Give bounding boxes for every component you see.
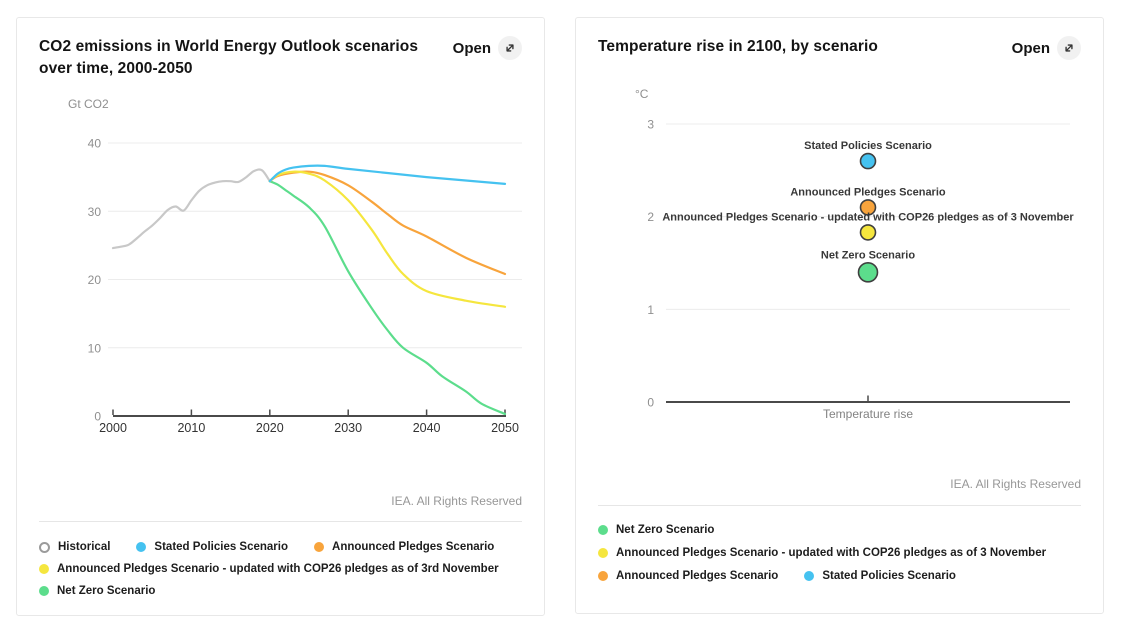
x-tick-label: 2030 bbox=[334, 421, 362, 435]
legend-label: Stated Policies Scenario bbox=[154, 541, 289, 554]
legend-label: Announced Pledges Scenario bbox=[332, 541, 495, 554]
legend-label: Historical bbox=[58, 541, 111, 554]
temperature-rise-chart-card: Temperature rise in 2100, by scenario Op… bbox=[575, 17, 1104, 614]
point-label-announced-pledges-scenario-updated-with-cop26-pl: Announced Pledges Scenario - updated wit… bbox=[662, 211, 1074, 223]
y-tick-label: 40 bbox=[88, 137, 102, 151]
series-line-net-zero-scenario[interactable] bbox=[268, 180, 507, 416]
legend-row: Historical Stated Policies Scenario Announ… bbox=[39, 539, 522, 555]
legend-marker bbox=[598, 548, 608, 558]
legend-label: Net Zero Scenario bbox=[616, 524, 715, 536]
legend-marker bbox=[598, 571, 608, 581]
legend-item-announced-pledges-scenario-updated-with-cop26-pl[interactable]: Announced Pledges Scenario - updated wit… bbox=[598, 547, 1046, 559]
legend-row: Net Zero Scenario bbox=[598, 522, 1081, 538]
legend-marker bbox=[39, 564, 49, 575]
x-axis-label: Temperature rise bbox=[823, 407, 913, 421]
series-line-announced-pledges-scenario[interactable] bbox=[268, 170, 507, 276]
data-point-stated-policies-scenario[interactable] bbox=[859, 152, 877, 170]
y-tick-label: 20 bbox=[88, 273, 102, 287]
data-point-announced-pledges-scenario[interactable] bbox=[859, 199, 877, 216]
copyright-note: IEA. All Rights Reserved bbox=[950, 477, 1081, 491]
chart-title: Temperature rise in 2100, by scenario bbox=[598, 38, 878, 55]
open-button-label: Open bbox=[452, 39, 491, 57]
legend-marker bbox=[39, 586, 49, 597]
legend-label: Announced Pledges Scenario bbox=[616, 570, 779, 582]
divider bbox=[39, 521, 522, 523]
x-tick-label: 2020 bbox=[256, 421, 284, 435]
series-line-stated-policies-scenario[interactable] bbox=[268, 164, 507, 186]
y-axis-unit-label: Gt CO2 bbox=[68, 97, 109, 111]
y-tick-label: 0 bbox=[647, 396, 654, 410]
point-label-announced-pledges-scenario: Announced Pledges Scenario bbox=[790, 186, 946, 198]
legend-marker bbox=[598, 525, 608, 535]
legend-item-announced-pledges-scenario[interactable]: Announced Pledges Scenario bbox=[598, 570, 778, 582]
point-label-stated-policies-scenario: Stated Policies Scenario bbox=[804, 140, 932, 152]
x-tick-label: 2010 bbox=[177, 421, 205, 435]
legend-row: Announced Pledges Scenario - updated wit… bbox=[598, 545, 1081, 561]
y-tick-label: 10 bbox=[88, 342, 102, 356]
y-tick-label: 1 bbox=[647, 303, 654, 317]
expand-icon bbox=[498, 36, 522, 60]
legend-item-announced-pledges-scenario[interactable]: Announced Pledges Scenario bbox=[314, 541, 494, 553]
x-tick-label: 2000 bbox=[99, 421, 127, 435]
y-axis-unit-label: °C bbox=[635, 87, 649, 101]
y-tick-label: 3 bbox=[647, 118, 654, 132]
y-tick-label: 0 bbox=[94, 410, 101, 424]
open-button[interactable]: Open bbox=[453, 36, 522, 60]
series-line-historical[interactable] bbox=[111, 168, 271, 250]
chart-title: CO2 emissions in World Energy Outlook sc… bbox=[39, 38, 419, 77]
legend-label: Announced Pledges Scenario - updated wit… bbox=[57, 563, 499, 576]
legend-marker bbox=[39, 541, 50, 553]
open-button-label: Open bbox=[1011, 39, 1050, 57]
data-point-announced-pledges-scenario-updated-with-cop26-pl[interactable] bbox=[859, 224, 877, 241]
legend-item-historical[interactable]: Historical bbox=[39, 541, 110, 553]
card-header: CO2 emissions in World Energy Outlook sc… bbox=[39, 36, 522, 79]
series-line-announced-pledges-scenario-updated-with-cop26-pl[interactable] bbox=[268, 170, 507, 309]
y-tick-label: 30 bbox=[88, 205, 102, 219]
card-header: Temperature rise in 2100, by scenario Op… bbox=[598, 36, 1081, 60]
legend-item-announced-pledges-scenario-updated-with-cop26-pl[interactable]: Announced Pledges Scenario - updated wit… bbox=[39, 563, 499, 575]
expand-icon bbox=[1057, 36, 1081, 60]
point-label-net-zero-scenario: Net Zero Scenario bbox=[821, 249, 915, 261]
legend-label: Stated Policies Scenario bbox=[822, 570, 956, 582]
legend-row: Announced Pledges Scenario Stated Policie… bbox=[598, 568, 1081, 584]
data-point-net-zero-scenario[interactable] bbox=[857, 262, 879, 283]
co2-emissions-chart-card: CO2 emissions in World Energy Outlook sc… bbox=[16, 17, 545, 616]
legend-item-net-zero-scenario[interactable]: Net Zero Scenario bbox=[39, 585, 155, 597]
legend-marker bbox=[804, 571, 815, 581]
legend-label: Announced Pledges Scenario - updated wit… bbox=[616, 547, 1047, 559]
legend: Net Zero Scenario Announced Pledges Scena… bbox=[598, 522, 1081, 584]
legend: Historical Stated Policies Scenario Announ… bbox=[39, 539, 522, 599]
x-tick-label: 2050 bbox=[491, 421, 519, 435]
divider bbox=[598, 505, 1081, 506]
legend-row: Net Zero Scenario bbox=[39, 583, 522, 599]
charts-row: CO2 emissions in World Energy Outlook sc… bbox=[16, 17, 1104, 616]
legend-row: Announced Pledges Scenario - updated wit… bbox=[39, 561, 522, 577]
legend-item-net-zero-scenario[interactable]: Net Zero Scenario bbox=[598, 524, 714, 536]
temperature-rise-dot-chart: 0 1 2 3 °C Temperature rise Stated Policies Sc… bbox=[635, 87, 1074, 421]
copyright-note: IEA. All Rights Reserved bbox=[391, 494, 522, 509]
legend-marker bbox=[136, 542, 147, 553]
legend-marker bbox=[314, 542, 325, 553]
y-tick-label: 2 bbox=[647, 210, 654, 224]
legend-item-stated-policies-scenario[interactable]: Stated Policies Scenario bbox=[804, 570, 956, 582]
legend-item-stated-policies-scenario[interactable]: Stated Policies Scenario bbox=[136, 541, 288, 553]
x-tick-label: 2040 bbox=[413, 421, 441, 435]
open-button[interactable]: Open bbox=[1012, 36, 1081, 60]
legend-label: Net Zero Scenario bbox=[57, 585, 156, 598]
